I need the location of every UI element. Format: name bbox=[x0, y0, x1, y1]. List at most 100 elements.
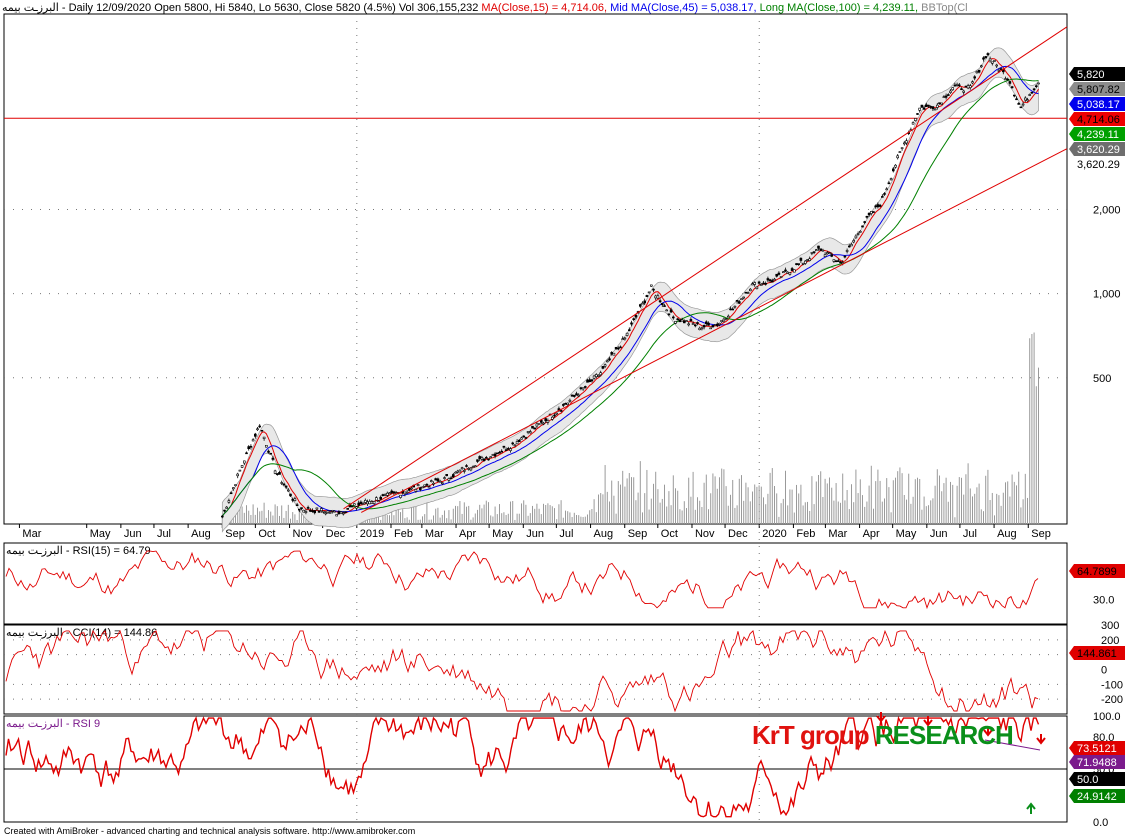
candle-body bbox=[848, 245, 851, 248]
candle-body bbox=[634, 314, 638, 318]
candle-body bbox=[975, 71, 979, 74]
candle-body bbox=[966, 85, 970, 89]
candle-body bbox=[841, 262, 845, 264]
candle-body bbox=[852, 240, 856, 243]
candle-body bbox=[526, 431, 530, 433]
candle-body bbox=[658, 300, 662, 303]
rsi9-tick-label: 0.0 bbox=[1093, 817, 1108, 829]
candle-body bbox=[489, 456, 493, 459]
candle-body bbox=[740, 298, 743, 301]
candle-body bbox=[443, 477, 446, 479]
channel-lower-line bbox=[360, 148, 1068, 513]
candle-body bbox=[392, 491, 396, 494]
candle-body bbox=[364, 500, 367, 503]
candle-body bbox=[784, 269, 787, 272]
candle-body bbox=[775, 273, 779, 277]
indicator-line-rsi15 bbox=[5, 550, 1039, 610]
candle-body bbox=[350, 505, 354, 508]
x-tick-label: Oct bbox=[661, 528, 678, 540]
candle-body bbox=[940, 102, 944, 105]
ma45-label: Mid MA(Close,45) = 5,038.17, bbox=[607, 2, 757, 14]
candle-body bbox=[366, 501, 369, 505]
candle-body bbox=[995, 64, 999, 67]
candle-body bbox=[720, 320, 724, 323]
candle-body bbox=[535, 423, 539, 427]
x-tick-label: Aug bbox=[191, 528, 211, 540]
candle-body bbox=[383, 494, 387, 496]
candle-body bbox=[320, 508, 323, 511]
candle-body bbox=[1026, 99, 1029, 102]
candle-body bbox=[432, 482, 435, 485]
candle-body bbox=[823, 254, 827, 257]
candle-body bbox=[324, 512, 328, 515]
candle-body bbox=[370, 501, 374, 504]
price-tick-label: 500 bbox=[1093, 373, 1111, 385]
candle-body bbox=[293, 498, 297, 501]
candle-body bbox=[419, 487, 422, 490]
candle-body bbox=[729, 308, 732, 311]
cci-tick-label: 300 bbox=[1101, 620, 1119, 632]
candle-body bbox=[491, 454, 495, 456]
candle-body bbox=[577, 394, 581, 397]
x-tick-label: May bbox=[492, 528, 513, 540]
bollinger-band bbox=[221, 47, 1039, 533]
candle-body bbox=[619, 346, 622, 349]
candle-body bbox=[436, 478, 440, 482]
candle-body bbox=[683, 320, 686, 324]
candle-body bbox=[806, 259, 809, 261]
candle-body bbox=[709, 327, 713, 330]
x-tick-label: Dec bbox=[728, 528, 748, 540]
candle-body bbox=[236, 473, 240, 477]
candle-body bbox=[606, 360, 609, 363]
candle-body bbox=[485, 457, 488, 459]
candle-body bbox=[1028, 94, 1032, 96]
candle-body bbox=[760, 284, 763, 286]
candle-body bbox=[267, 450, 270, 453]
candle-body bbox=[476, 459, 479, 462]
price-tick-label: 1,000 bbox=[1093, 289, 1121, 301]
candle-body bbox=[850, 244, 853, 247]
x-tick-label: Aug bbox=[594, 528, 614, 540]
candle-body bbox=[922, 107, 926, 110]
candle-body bbox=[227, 500, 231, 503]
price-tick-label: 2,000 bbox=[1093, 204, 1121, 216]
candle-body bbox=[386, 492, 389, 496]
candle-body bbox=[933, 108, 937, 111]
candle-body bbox=[874, 205, 878, 208]
ohlc-info: - Daily 12/09/2020 Open 5800, Hi 5840, L… bbox=[58, 2, 482, 14]
candle-body bbox=[249, 445, 253, 448]
candle-body bbox=[643, 300, 647, 304]
candle-body bbox=[632, 318, 636, 320]
candle-body bbox=[647, 291, 651, 294]
sell-arrow-icon bbox=[983, 726, 993, 737]
candle-body bbox=[724, 318, 728, 320]
candle-body bbox=[355, 506, 358, 509]
candle-body bbox=[254, 433, 257, 437]
candle-body bbox=[788, 272, 792, 275]
candle-body bbox=[540, 419, 543, 423]
candle-body bbox=[553, 414, 556, 417]
candle-body bbox=[1008, 81, 1012, 84]
candle-body bbox=[357, 502, 361, 506]
candle-body bbox=[742, 296, 746, 299]
cci-tick-label: -200 bbox=[1101, 694, 1123, 706]
candle-body bbox=[672, 316, 675, 319]
candle-body bbox=[588, 379, 592, 382]
rsi15-value-label: 64.7899 bbox=[1077, 566, 1117, 578]
candle-body bbox=[529, 431, 532, 434]
price-value-label: 5,038.17 bbox=[1077, 99, 1120, 111]
rsi9-value-label: 24.9142 bbox=[1077, 791, 1117, 803]
candle-body bbox=[762, 282, 765, 285]
candle-body bbox=[522, 435, 526, 438]
candle-body bbox=[394, 492, 398, 494]
candle-body bbox=[691, 323, 695, 325]
candle-body bbox=[663, 305, 666, 307]
candle-body bbox=[982, 57, 985, 60]
candle-body bbox=[872, 211, 875, 213]
price-value-label-bg bbox=[1069, 67, 1125, 81]
candle-body bbox=[793, 269, 796, 273]
candle-body bbox=[573, 394, 576, 397]
rsi15-value-label-bg bbox=[1069, 564, 1125, 578]
candle-body bbox=[953, 84, 957, 87]
footer-credit: Created with AmiBroker - advanced charti… bbox=[4, 826, 416, 836]
